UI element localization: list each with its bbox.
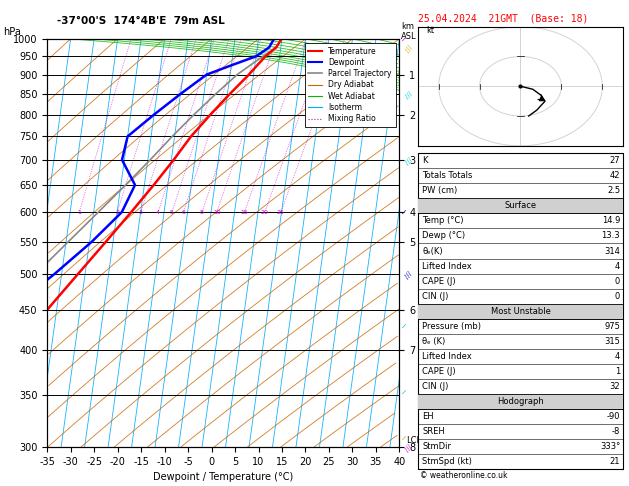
Text: ─: ─ <box>399 434 409 444</box>
Text: θₑ (K): θₑ (K) <box>422 337 445 346</box>
Text: 32: 32 <box>610 382 620 391</box>
Text: Dewp (°C): Dewp (°C) <box>422 231 465 241</box>
Text: 975: 975 <box>604 322 620 331</box>
Text: ///: /// <box>403 155 412 164</box>
Text: 10: 10 <box>213 209 221 215</box>
Text: 20: 20 <box>261 209 269 215</box>
Text: Lifted Index: Lifted Index <box>422 261 472 271</box>
Text: ///: /// <box>403 89 412 99</box>
Text: 5: 5 <box>170 209 174 215</box>
Text: θₑ(K): θₑ(K) <box>422 246 443 256</box>
Text: 14.9: 14.9 <box>602 216 620 226</box>
Text: ///: /// <box>403 43 411 52</box>
Text: LCL: LCL <box>406 436 421 445</box>
Text: 8: 8 <box>200 209 204 215</box>
Text: CIN (J): CIN (J) <box>422 292 448 301</box>
Text: Most Unstable: Most Unstable <box>491 307 550 316</box>
Text: CAPE (J): CAPE (J) <box>422 277 455 286</box>
Text: ─: ─ <box>399 387 409 397</box>
Text: ─: ─ <box>399 207 409 217</box>
Text: 333°: 333° <box>600 442 620 451</box>
Text: km
ASL: km ASL <box>401 22 417 41</box>
Text: EH: EH <box>422 412 433 421</box>
Text: PW (cm): PW (cm) <box>422 186 457 195</box>
Text: 4: 4 <box>615 352 620 361</box>
Text: Lifted Index: Lifted Index <box>422 352 472 361</box>
Text: 0: 0 <box>615 277 620 286</box>
Text: Surface: Surface <box>504 201 537 210</box>
Text: -37°00'S  174°4B'E  79m ASL: -37°00'S 174°4B'E 79m ASL <box>57 16 225 26</box>
Text: -8: -8 <box>612 427 620 436</box>
Text: 13.3: 13.3 <box>601 231 620 241</box>
Text: 42: 42 <box>610 171 620 180</box>
Text: hPa: hPa <box>3 27 21 37</box>
Text: 314: 314 <box>604 246 620 256</box>
Text: Hodograph: Hodograph <box>497 397 544 406</box>
Text: SREH: SREH <box>422 427 445 436</box>
Text: 315: 315 <box>604 337 620 346</box>
Text: -90: -90 <box>607 412 620 421</box>
Text: 6: 6 <box>182 209 186 215</box>
Text: CIN (J): CIN (J) <box>422 382 448 391</box>
Text: 25.04.2024  21GMT  (Base: 18): 25.04.2024 21GMT (Base: 18) <box>418 13 589 23</box>
Text: Totals Totals: Totals Totals <box>422 171 472 180</box>
Text: 3: 3 <box>139 209 143 215</box>
Text: 27: 27 <box>610 156 620 165</box>
Text: 2: 2 <box>115 209 120 215</box>
Text: © weatheronline.co.uk: © weatheronline.co.uk <box>420 471 508 480</box>
Text: kt: kt <box>426 26 435 35</box>
Text: 15: 15 <box>241 209 248 215</box>
Text: ─: ─ <box>399 34 409 44</box>
Text: Mixing Ratio (g/kg): Mixing Ratio (g/kg) <box>430 224 438 303</box>
Text: 4: 4 <box>156 209 160 215</box>
Text: 2.5: 2.5 <box>607 186 620 195</box>
Text: 21: 21 <box>610 457 620 467</box>
Text: ─: ─ <box>399 321 409 331</box>
Text: ///: /// <box>403 269 412 278</box>
Text: 1: 1 <box>615 367 620 376</box>
Text: StmSpd (kt): StmSpd (kt) <box>422 457 472 467</box>
Text: 4: 4 <box>615 261 620 271</box>
Text: Temp (°C): Temp (°C) <box>422 216 464 226</box>
Text: K: K <box>422 156 428 165</box>
Text: StmDir: StmDir <box>422 442 451 451</box>
X-axis label: Dewpoint / Temperature (°C): Dewpoint / Temperature (°C) <box>153 472 293 483</box>
Text: Pressure (mb): Pressure (mb) <box>422 322 481 331</box>
Text: 0: 0 <box>615 292 620 301</box>
Text: CAPE (J): CAPE (J) <box>422 367 455 376</box>
Text: 1: 1 <box>77 209 81 215</box>
Text: 25: 25 <box>277 209 285 215</box>
Legend: Temperature, Dewpoint, Parcel Trajectory, Dry Adiabat, Wet Adiabat, Isotherm, Mi: Temperature, Dewpoint, Parcel Trajectory… <box>304 43 396 127</box>
Text: ///: /// <box>403 442 412 452</box>
